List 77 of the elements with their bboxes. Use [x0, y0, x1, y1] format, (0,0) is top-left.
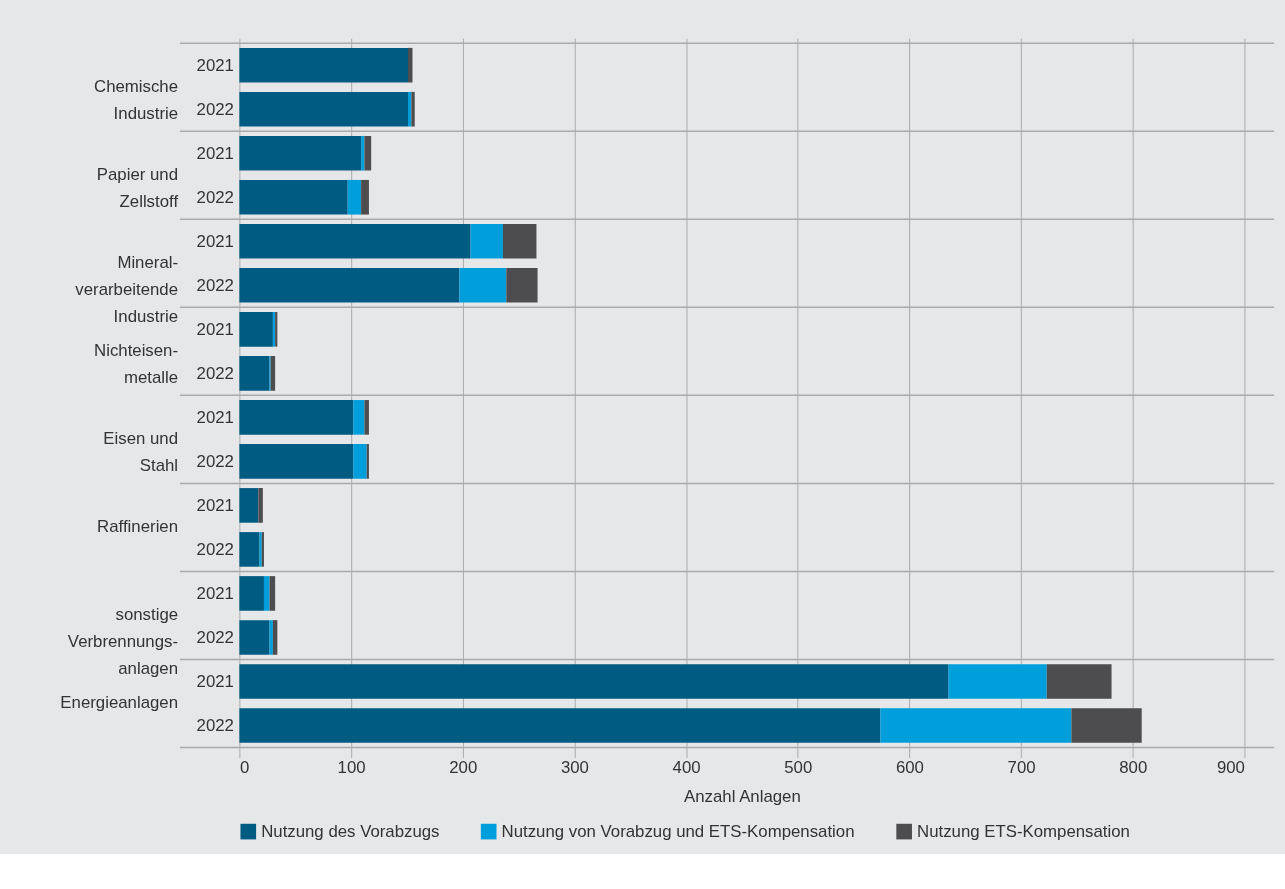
- y-tick-label: 2022: [196, 539, 234, 559]
- bar: [269, 620, 273, 655]
- bar: [239, 488, 259, 523]
- y-tick-label: 2022: [196, 363, 234, 383]
- y-tick-label: 2021: [196, 231, 234, 251]
- x-axis-title: Anzahl Anlagen: [684, 787, 801, 807]
- x-tick-label: 900: [1216, 757, 1245, 777]
- bar: [364, 135, 372, 171]
- y-tick-label: 2021: [196, 143, 234, 163]
- bar: [270, 356, 276, 391]
- x-tick-label: 600: [895, 757, 924, 777]
- y-tick-label: 2022: [196, 99, 234, 119]
- x-tick-label: 700: [1007, 757, 1036, 777]
- y-tick-label: 2021: [196, 55, 234, 75]
- text: Energieanlagen: [60, 693, 179, 713]
- y-tick-label: 2021: [196, 583, 234, 603]
- bar: [239, 267, 460, 303]
- text: Papier und Zellstoff: [96, 165, 179, 211]
- bar: [239, 135, 362, 171]
- x-tick-label: 200: [449, 757, 478, 777]
- y-tick-label: 2022: [196, 627, 234, 647]
- bar: [272, 620, 278, 655]
- bar: [239, 620, 270, 655]
- bar: [408, 47, 413, 83]
- bar: [239, 532, 260, 567]
- bar: [347, 179, 362, 215]
- bar: [353, 400, 365, 435]
- bar: [263, 576, 270, 611]
- bar: [239, 400, 354, 435]
- text: Nichteisen- metalle: [94, 341, 179, 387]
- x-tick-label: 300: [560, 757, 589, 777]
- bar: [502, 223, 537, 259]
- bar: [948, 664, 1047, 699]
- bar: [1046, 664, 1112, 699]
- y-tick-label: 2021: [196, 495, 234, 515]
- y-tick-label: 2022: [196, 715, 234, 735]
- bar: [239, 223, 471, 259]
- y-tick-label: 2022: [196, 275, 234, 295]
- bar: [239, 91, 409, 127]
- bar: [880, 708, 1072, 743]
- bar: [239, 664, 949, 699]
- bar: [239, 356, 270, 391]
- x-tick-label: 400: [672, 757, 701, 777]
- bar: [353, 444, 367, 479]
- bar: [364, 400, 369, 435]
- text: Eisen und Stahl: [103, 429, 179, 476]
- bar: [366, 444, 369, 479]
- bar: [239, 576, 264, 611]
- text: Raffinerien: [97, 517, 179, 537]
- bar: [239, 708, 881, 743]
- bar: [459, 267, 507, 303]
- y-tick-label: 2021: [196, 319, 234, 339]
- y-tick-label: 2021: [196, 671, 234, 691]
- bar: [239, 47, 409, 83]
- bar: [361, 135, 365, 171]
- x-tick-label: 500: [784, 757, 813, 777]
- legend-label: Nutzung des Vorabzugs: [261, 821, 440, 841]
- bar: [1071, 708, 1142, 743]
- bar: [258, 488, 263, 523]
- legend-label: Nutzung ETS-Kompensation: [917, 821, 1130, 841]
- text: Chemische Industrie: [94, 77, 179, 123]
- bar: [470, 223, 503, 259]
- text: Mineral- verarbeitende Industrie: [75, 253, 179, 326]
- bar: [269, 576, 276, 611]
- x-tick-label: 800: [1119, 757, 1148, 777]
- bar: [239, 179, 348, 215]
- bar: [361, 179, 369, 215]
- legend-label: Nutzung von Vorabzug und ETS-Kompensation: [501, 821, 855, 841]
- bar: [506, 267, 538, 303]
- bar: [239, 312, 273, 347]
- bar: [239, 444, 354, 479]
- y-tick-label: 2022: [196, 187, 234, 207]
- x-tick-label: 0: [239, 757, 250, 777]
- y-tick-label: 2022: [196, 451, 234, 471]
- text: sonstige Verbrennungs- anlagen: [67, 605, 179, 678]
- y-tick-label: 2021: [196, 407, 234, 427]
- x-tick-label: 100: [337, 757, 366, 777]
